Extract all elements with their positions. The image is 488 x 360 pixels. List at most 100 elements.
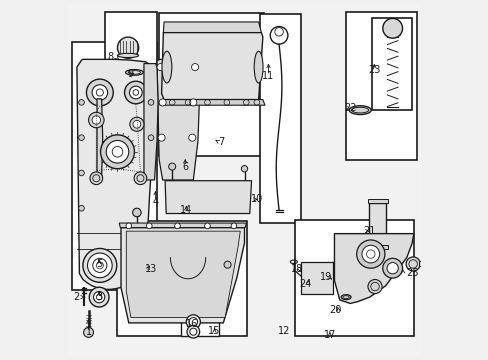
Ellipse shape [341,294,350,300]
Bar [300,262,332,294]
Text: 20: 20 [328,305,341,315]
Circle shape [129,86,142,99]
Polygon shape [126,231,240,318]
Bar [105,12,157,93]
Polygon shape [119,223,246,228]
Ellipse shape [348,106,370,114]
Circle shape [157,64,164,71]
Text: 9: 9 [127,69,133,79]
Circle shape [90,172,102,185]
Text: 17: 17 [323,329,335,339]
Polygon shape [143,64,158,180]
Circle shape [367,279,381,294]
Text: 5: 5 [96,259,102,269]
Circle shape [189,328,197,335]
Circle shape [148,135,154,140]
Circle shape [79,170,84,176]
Circle shape [382,18,402,38]
Circle shape [79,206,84,211]
Circle shape [88,112,104,128]
Circle shape [159,99,166,106]
Circle shape [224,261,231,268]
Text: 10: 10 [250,194,263,204]
Ellipse shape [117,53,139,58]
Circle shape [148,100,154,105]
Circle shape [93,292,104,303]
Circle shape [186,325,199,338]
Text: 16: 16 [185,319,198,329]
Polygon shape [161,32,263,100]
Circle shape [134,172,146,185]
Circle shape [405,257,419,271]
Circle shape [386,262,398,274]
Bar [371,18,411,110]
Circle shape [204,223,210,229]
Circle shape [124,81,147,104]
Circle shape [83,328,93,337]
Circle shape [146,223,152,229]
Circle shape [130,117,143,131]
Ellipse shape [125,69,143,75]
Bar [346,12,416,159]
Circle shape [231,223,236,229]
Text: 13: 13 [145,264,157,274]
Text: 11: 11 [262,71,274,81]
Circle shape [132,208,141,217]
Circle shape [174,223,180,229]
Ellipse shape [162,51,171,83]
Polygon shape [163,22,261,32]
Text: 21: 21 [363,226,375,236]
Bar [294,220,413,336]
Text: 24: 24 [298,279,311,289]
Text: 2: 2 [73,292,79,302]
Text: 8: 8 [107,52,113,62]
Circle shape [188,134,195,141]
Polygon shape [160,100,264,105]
Bar [72,42,157,290]
Circle shape [168,163,175,170]
Text: 15: 15 [208,326,220,336]
Text: 3: 3 [96,292,102,302]
Text: 22: 22 [343,103,356,113]
Text: 19: 19 [320,272,332,282]
Ellipse shape [367,249,381,253]
Text: 18: 18 [290,264,302,274]
Circle shape [86,79,113,106]
Bar [159,13,264,156]
Circle shape [356,240,384,268]
Circle shape [89,287,109,307]
Circle shape [189,99,197,106]
Bar [368,203,386,245]
Bar [367,199,387,203]
Circle shape [92,85,107,100]
Circle shape [361,245,379,263]
Text: 7: 7 [218,137,224,147]
Text: 23: 23 [367,65,380,75]
Polygon shape [334,234,413,303]
Circle shape [79,100,84,105]
Polygon shape [165,181,251,213]
Bar [117,221,246,336]
Text: 4: 4 [152,197,158,207]
Circle shape [79,135,84,140]
Text: 25: 25 [405,269,418,279]
Circle shape [186,315,200,329]
Circle shape [382,258,402,278]
Bar [418,261,420,266]
Circle shape [101,135,134,169]
Ellipse shape [254,51,263,83]
Circle shape [83,248,117,282]
Circle shape [241,166,247,172]
Circle shape [189,318,197,326]
Circle shape [92,116,101,124]
Polygon shape [121,228,244,323]
Circle shape [126,223,131,229]
Text: 1: 1 [85,327,91,337]
Bar [181,303,219,336]
Circle shape [191,64,198,71]
Bar [367,245,387,249]
Polygon shape [157,59,199,180]
Polygon shape [97,99,102,176]
Circle shape [87,253,112,278]
Text: 6: 6 [182,162,188,172]
